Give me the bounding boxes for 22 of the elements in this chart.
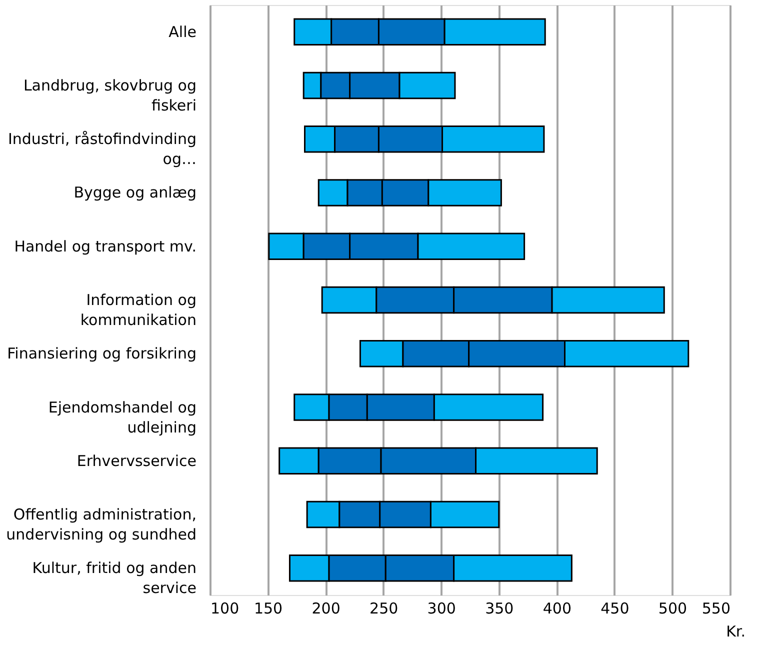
x-tick-label: 100 [210, 600, 240, 618]
x-tick-label: 350 [485, 600, 514, 618]
y-tick-label: Kultur, fritid og anden service [32, 559, 196, 598]
y-tick-label: Handel og transport mv. [14, 237, 196, 256]
x-tick-label: 500 [658, 600, 688, 618]
y-tick-label: Industri, råstofindvinding og… [8, 130, 196, 168]
x-tick-label: 300 [427, 600, 456, 618]
x-tick-label: 200 [312, 600, 340, 618]
y-tick-label: Ejendomshandel og udlejning [48, 398, 196, 436]
x-tick-label: 250 [370, 600, 398, 618]
x-axis-title: Kr. [726, 622, 746, 640]
x-tick-label: 150 [254, 600, 283, 618]
y-tick-label: Information og kommunikation [80, 291, 196, 329]
y-tick-label: Bygge og anlæg [74, 184, 196, 202]
y-tick-label: Offentlig administration, undervisning og sundhed [6, 506, 196, 544]
y-tick-label: Alle [168, 22, 196, 41]
y-tick-label: Erhvervsservice [76, 452, 196, 470]
x-tick-label: 550 [702, 600, 730, 618]
x-tick-label: 450 [600, 600, 630, 618]
y-tick-label: Landbrug, skovbrug og fiskeri [23, 76, 196, 114]
x-tick-label: 400 [542, 600, 572, 618]
y-tick-label: Finansiering og forsikring [7, 344, 196, 363]
